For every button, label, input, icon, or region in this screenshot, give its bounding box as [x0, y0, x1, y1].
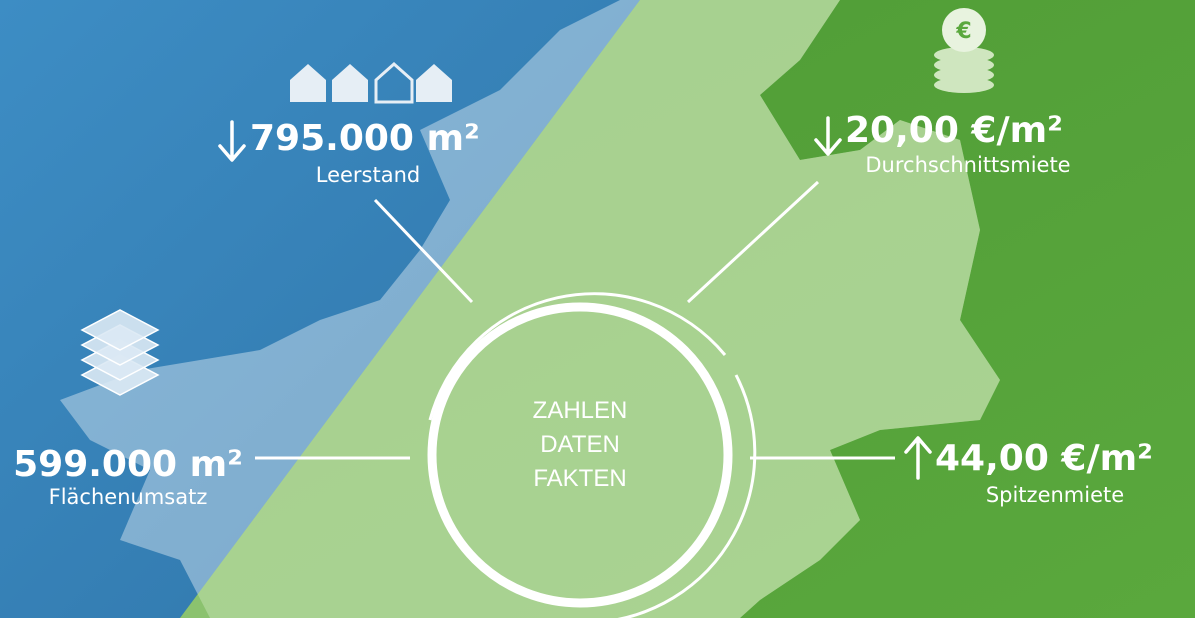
outer-arc: [616, 374, 757, 618]
stat-label: Flächenumsatz: [49, 485, 208, 509]
stat-value: 20,00 €/m²: [845, 110, 1063, 151]
center-ring: [427, 302, 733, 608]
houses-icon: [290, 61, 452, 104]
connector: [686, 180, 820, 304]
stat-label: Spitzenmiete: [986, 483, 1124, 507]
outer-arc: [428, 292, 727, 421]
stat-value: 599.000 m²: [13, 444, 243, 485]
center-text: ZAHLEN: [533, 397, 628, 424]
stat-value: 795.000 m²: [250, 118, 480, 159]
layers-icon: [80, 309, 160, 396]
stat-label: Leerstand: [316, 163, 421, 187]
stat-label: Durchschnittsmiete: [865, 153, 1070, 177]
connector: [373, 198, 474, 304]
arrow-up: [904, 436, 932, 480]
center-text: FAKTEN: [533, 465, 626, 492]
arrow-down: [814, 116, 842, 156]
center-text: DATEN: [540, 431, 620, 458]
arrow-down: [218, 120, 246, 162]
blue-background: [0, 0, 640, 618]
stat-value: 44,00 €/m²: [935, 438, 1153, 479]
coins-icon: €: [934, 8, 994, 93]
coin-symbol: €: [955, 19, 971, 44]
